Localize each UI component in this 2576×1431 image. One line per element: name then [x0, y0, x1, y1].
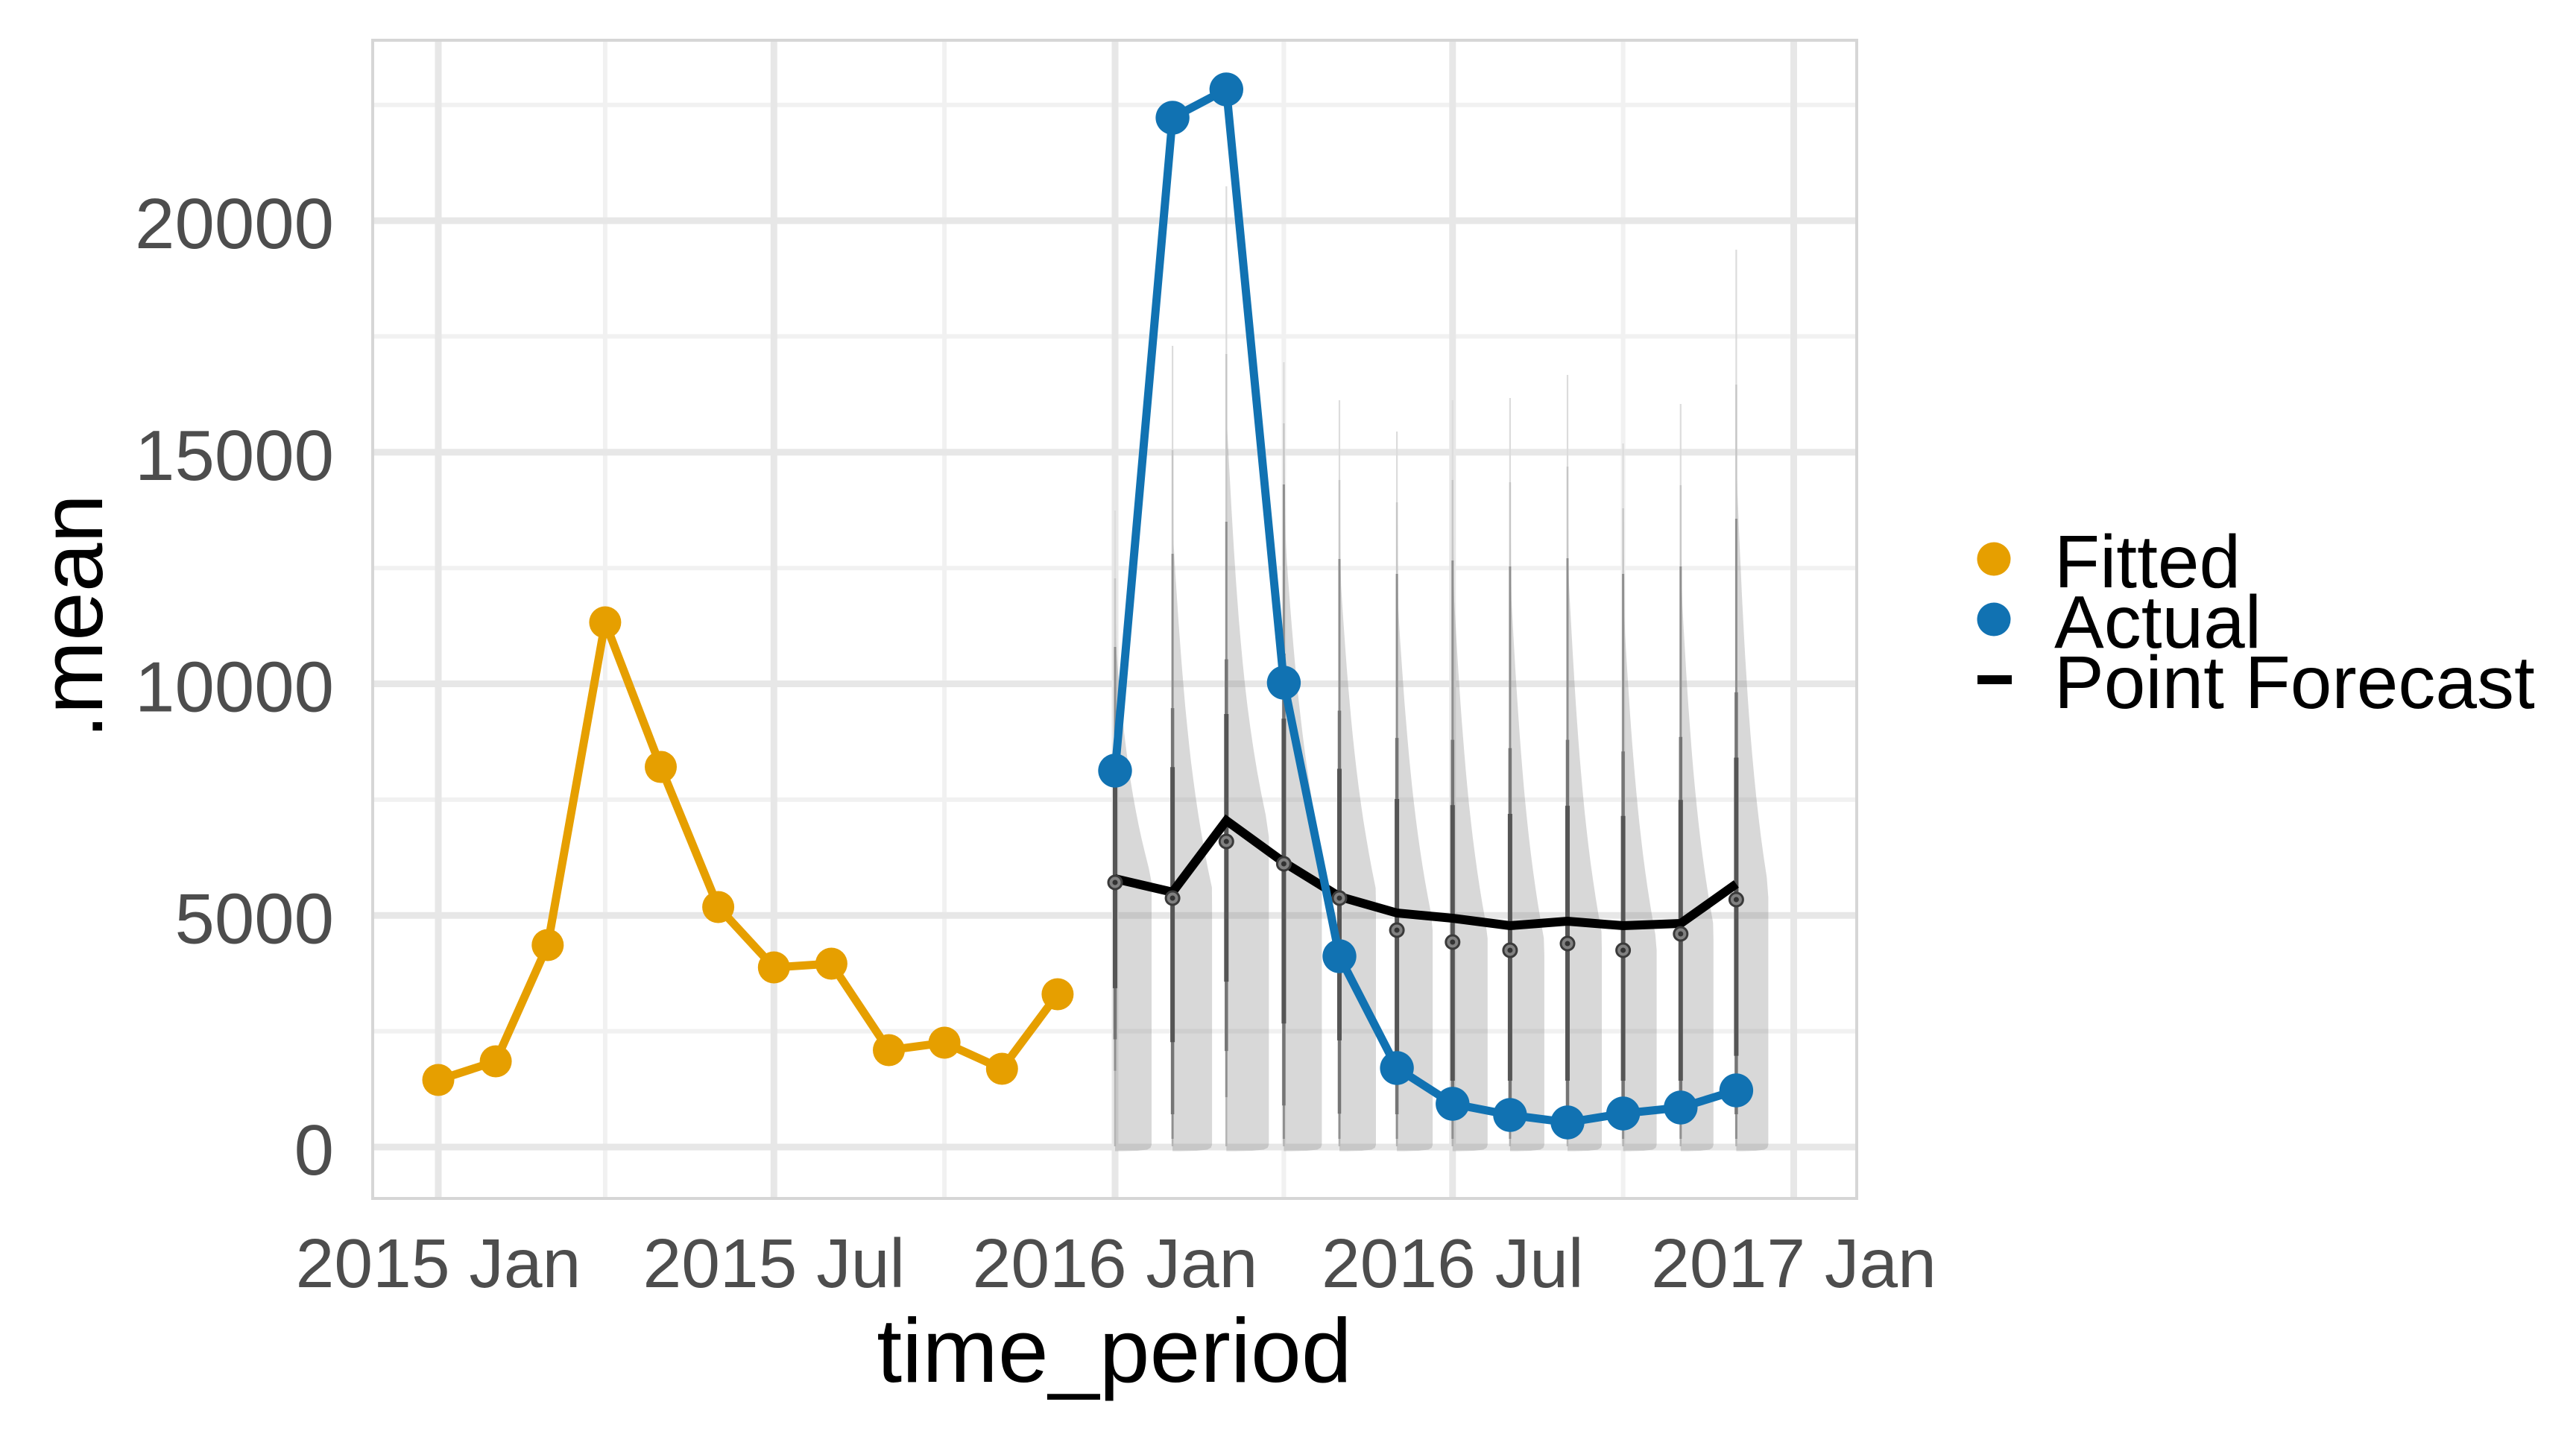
- svg-text:2016 Jul: 2016 Jul: [1322, 1225, 1584, 1302]
- svg-text:20000: 20000: [135, 184, 334, 264]
- svg-text:0: 0: [294, 1111, 334, 1190]
- svg-text:.mean: .mean: [23, 494, 121, 739]
- svg-text:10000: 10000: [135, 648, 334, 727]
- svg-text:5000: 5000: [174, 879, 334, 958]
- svg-text:2015 Jan: 2015 Jan: [296, 1225, 581, 1302]
- svg-text:Actual: Actual: [2054, 581, 2261, 664]
- svg-text:Fitted: Fitted: [2054, 520, 2241, 604]
- svg-text:2015 Jul: 2015 Jul: [643, 1225, 905, 1302]
- svg-text:time_period: time_period: [877, 1300, 1351, 1401]
- svg-text:Point Forecast: Point Forecast: [2054, 641, 2535, 724]
- svg-text:2016 Jan: 2016 Jan: [973, 1225, 1258, 1302]
- svg-text:2017 Jan: 2017 Jan: [1651, 1225, 1936, 1302]
- svg-text:15000: 15000: [135, 416, 334, 496]
